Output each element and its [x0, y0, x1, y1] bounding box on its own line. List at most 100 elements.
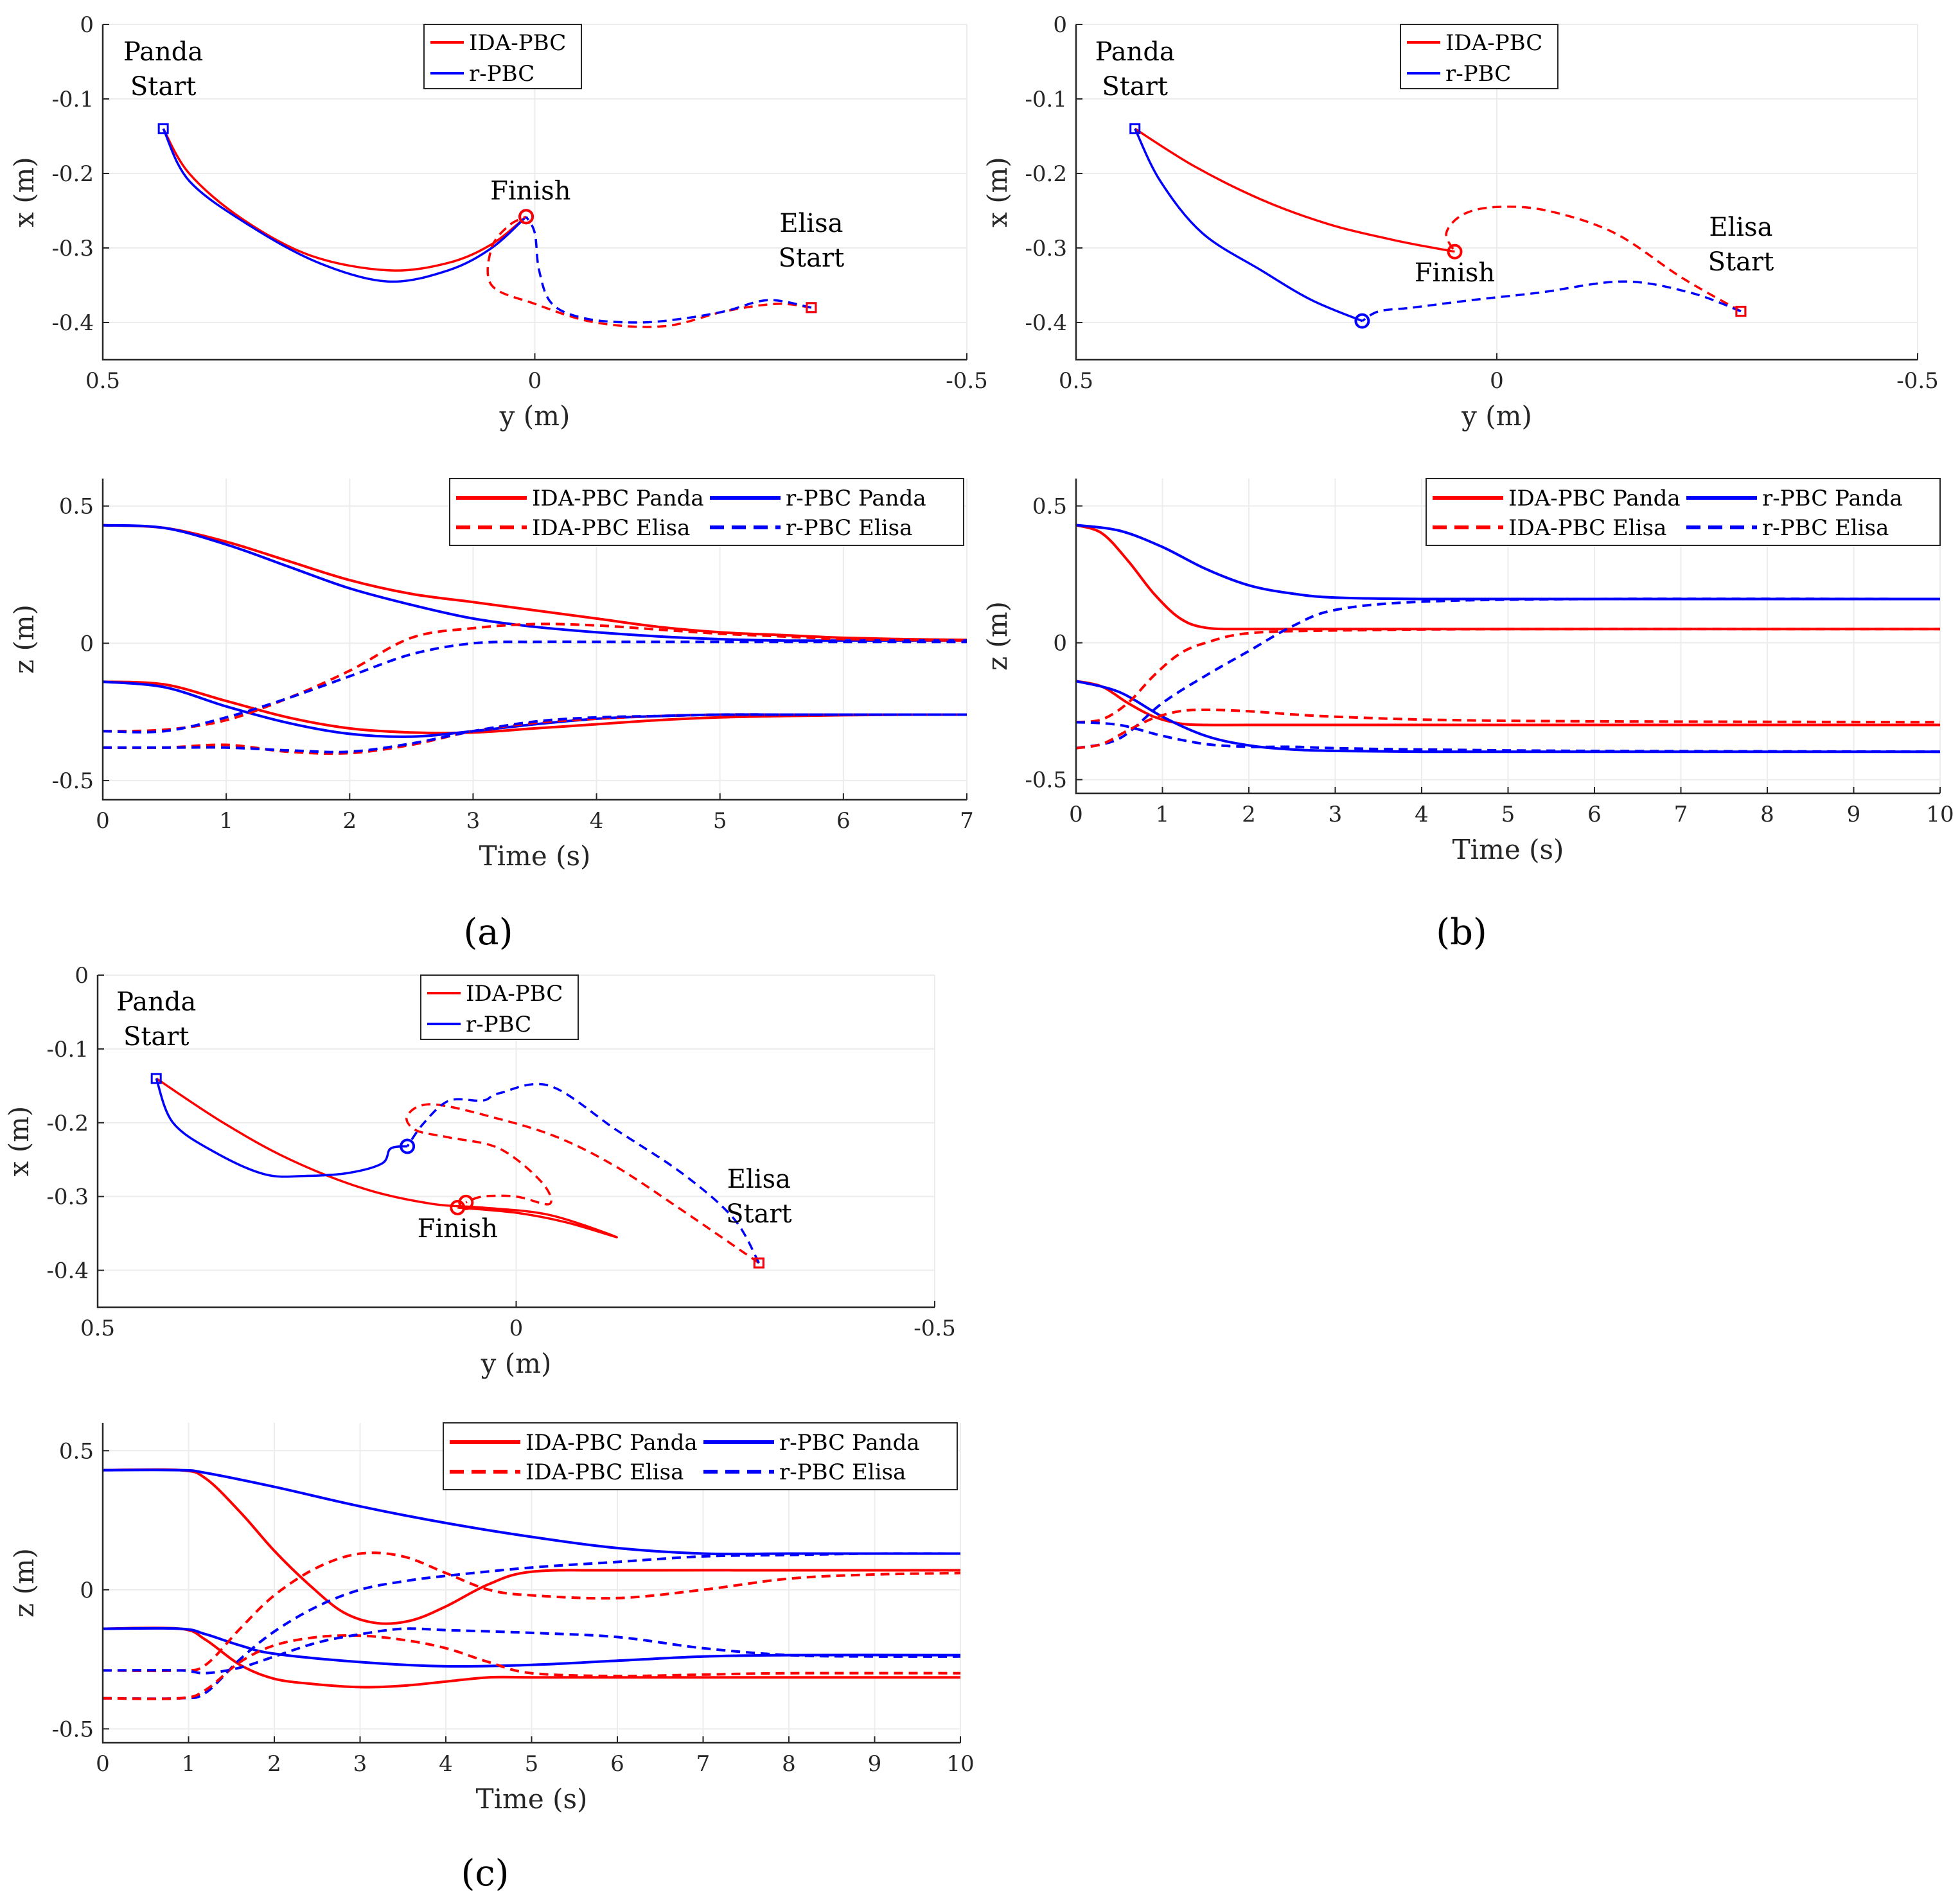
annotation-label: Start — [123, 1022, 190, 1052]
x-axis-label: y (m) — [481, 1348, 552, 1379]
annotation-label: Panda — [123, 37, 203, 67]
series-line-r-pbc-elisa-y — [103, 1627, 960, 1675]
series-line-r-pbc-panda — [162, 128, 527, 283]
legend-label: r-PBC Elisa — [786, 515, 912, 541]
legend: IDA-PBC Panda r-PBC Panda IDA-PBC Elisa r-P… — [443, 1422, 958, 1490]
legend-label: IDA-PBC — [1445, 30, 1542, 56]
y-tick-label: -0.1 — [46, 1037, 89, 1062]
annotation-label: Elisa — [1709, 213, 1772, 242]
x-axis-label: y (m) — [499, 400, 570, 432]
legend-box — [1426, 478, 1941, 546]
series-line-r-pbc-elisa-x — [103, 640, 967, 734]
series-line-r-pbc-panda — [155, 1078, 408, 1178]
y-tick-label: -0.4 — [46, 1258, 89, 1284]
x-tick-label: 7 — [1674, 802, 1688, 827]
start-marker — [753, 1257, 764, 1269]
y-tick-label: -0.3 — [1025, 236, 1067, 261]
x-tick-label: 8 — [782, 1751, 796, 1777]
series-group — [155, 1077, 760, 1264]
start-marker — [150, 1073, 162, 1084]
x-tick-label: 1 — [1156, 802, 1170, 827]
x-tick-label: 10 — [946, 1751, 974, 1777]
series-line-ida-pbc-elisa — [1445, 205, 1742, 313]
y-tick-label: 0.5 — [59, 494, 94, 520]
y-tick-label: -0.2 — [51, 161, 94, 187]
annotation-label: Start — [726, 1199, 792, 1229]
y-axis-label: z (m) — [8, 604, 40, 674]
annotation-label: Start — [779, 243, 845, 273]
x-tick-label: 5 — [1501, 802, 1515, 827]
annotation-label: Elisa — [779, 209, 843, 238]
series-line-r-pbc-elisa-y — [103, 713, 967, 754]
caption-a: (a) — [463, 912, 513, 953]
y-tick-label: 0 — [75, 963, 89, 989]
y-tick-label: -0.1 — [51, 87, 94, 112]
series-group — [103, 1468, 960, 1700]
legend-label: IDA-PBC Panda — [1508, 486, 1681, 511]
y-tick-label: 0 — [80, 631, 94, 657]
start-marker — [1129, 123, 1141, 134]
annotation-label: Elisa — [727, 1165, 791, 1194]
legend-label: r-PBC — [1445, 61, 1511, 87]
x-axis-label: Time (s) — [476, 1783, 588, 1815]
legend: IDA-PBC r-PBC — [1400, 24, 1558, 89]
x-tick-label: 4 — [590, 808, 604, 834]
series-line-r-pbc-panda-x — [103, 524, 967, 642]
x-tick-label: 0 — [509, 1316, 524, 1341]
series-line-ida-pbc-panda-y — [1076, 680, 1940, 727]
series-line-ida-pbc-panda-y — [103, 1626, 960, 1689]
chart-a_xy: Panda Start Finish Elisa Start 0.5 0 -0.5 0 -0.1 -… — [8, 12, 988, 432]
x-tick-label: 2 — [1242, 802, 1256, 827]
x-axis-label: Time (s) — [1452, 834, 1564, 865]
x-tick-label: -0.5 — [946, 368, 988, 394]
annotation-label: Panda — [1095, 37, 1175, 67]
chart-c_xy: Panda Start Finish Elisa Start 0.5 0 -0.5 0 -0.1 -… — [3, 963, 956, 1379]
caption-b: (b) — [1436, 912, 1487, 953]
y-tick-label: -0.4 — [51, 310, 94, 336]
x-tick-label: 5 — [713, 808, 727, 834]
legend-label: IDA-PBC Elisa — [1508, 515, 1666, 541]
annotation-label: Start — [130, 72, 197, 101]
legend: IDA-PBC Panda r-PBC Panda IDA-PBC Elisa r-P… — [449, 478, 964, 546]
legend-box — [443, 1422, 958, 1490]
finish-marker — [458, 1194, 474, 1210]
y-tick-label: -0.3 — [51, 236, 94, 261]
x-tick-label: 8 — [1760, 802, 1774, 827]
legend: IDA-PBC r-PBC — [420, 974, 579, 1040]
legend-box — [423, 24, 582, 89]
annotation-label: Finish — [1415, 258, 1495, 288]
x-tick-label: 0.5 — [1059, 368, 1093, 394]
series-group — [103, 524, 967, 755]
start-marker — [157, 123, 169, 134]
legend-label: IDA-PBC Elisa — [532, 515, 690, 541]
y-tick-label: -0.5 — [1025, 768, 1067, 793]
start-marker — [1735, 306, 1747, 317]
y-tick-label: 0 — [1053, 631, 1067, 657]
x-tick-label: 3 — [353, 1751, 367, 1777]
series-group — [1076, 524, 1940, 754]
finish-marker — [518, 209, 534, 225]
legend-label: IDA-PBC Panda — [525, 1430, 698, 1456]
annotation-label: Start — [1102, 72, 1168, 101]
finish-marker — [400, 1138, 416, 1154]
finish-marker — [1354, 313, 1370, 329]
series-line-ida-pbc-elisa — [405, 1103, 760, 1264]
x-tick-label: 6 — [1587, 802, 1602, 827]
legend-label: IDA-PBC — [469, 30, 566, 56]
series-line-ida-pbc-elisa-x — [103, 1551, 960, 1673]
series-line-ida-pbc-elisa — [486, 215, 812, 328]
x-tick-label: -0.5 — [1896, 368, 1939, 394]
y-tick-label: 0.5 — [1032, 494, 1067, 520]
legend: IDA-PBC Panda r-PBC Panda IDA-PBC Elisa r-P… — [1426, 478, 1941, 546]
y-tick-label: -0.4 — [1025, 310, 1067, 336]
series-line-ida-pbc-elisa-x — [1076, 628, 1940, 724]
start-marker — [806, 302, 817, 313]
y-tick-label: -0.5 — [51, 768, 94, 794]
annotation-label: Finish — [490, 177, 570, 206]
x-tick-label: 0.5 — [85, 368, 120, 394]
y-tick-label: -0.3 — [46, 1185, 89, 1210]
x-axis-label: y (m) — [1461, 400, 1532, 432]
